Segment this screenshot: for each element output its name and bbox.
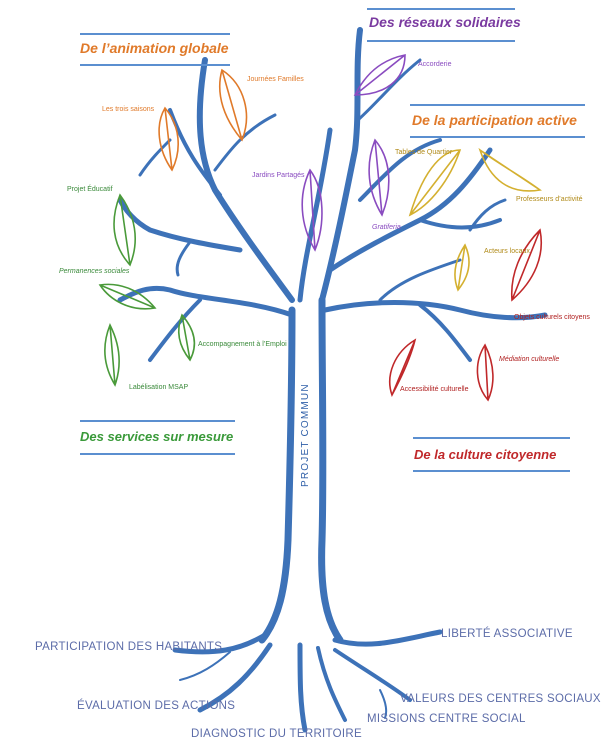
root-liberte-associative: LIBERTÉ ASSOCIATIVE <box>441 628 573 640</box>
label-projet-educatif: Projet Éducatif <box>67 186 113 193</box>
root-diagnostic-territoire: DIAGNOSTIC DU TERRITOIRE <box>191 728 362 740</box>
leaf-red-2 <box>388 338 417 397</box>
label-accompagnement-emploi: Accompagnement à l’Emploi <box>198 341 287 348</box>
root-mid <box>297 642 308 733</box>
label-gratiferia: Gratiferia <box>372 224 401 231</box>
root-missions-centre: MISSIONS CENTRE SOCIAL <box>367 713 526 725</box>
root-fine-1 <box>179 651 231 681</box>
root-participation-habitants: PARTICIPATION DES HABITANTS <box>35 641 223 653</box>
branch-right-main <box>319 27 363 303</box>
branch-left-mid-2 <box>175 240 192 277</box>
section-services-sur-mesure: Des services sur mesure <box>80 429 234 444</box>
label-accessibilite-culturelle: Accessibilité culturelle <box>400 386 469 393</box>
section-reseaux-solidaires: Des réseaux solidaires <box>369 14 521 30</box>
label-jardins-partages: Jardins Partagés <box>252 172 305 179</box>
root-fine-2 <box>379 689 388 719</box>
label-permanences-sociales: Permanences sociales <box>59 268 130 275</box>
leaf-orange-2 <box>158 106 179 172</box>
reseaux-rule-top <box>367 8 515 10</box>
root-mid-2 <box>316 646 347 722</box>
branch-left-mid <box>117 197 243 253</box>
leaf-red-1 <box>510 228 543 302</box>
label-tables-quartier: Tables de Quartier <box>395 149 453 156</box>
label-objets-culturels: Objets culturels citoyens <box>514 314 590 321</box>
label-mediation-culturelle: Médiation culturelle <box>499 356 560 363</box>
branch-left-low <box>117 285 295 318</box>
leaf-green-3 <box>104 323 120 387</box>
services-rule-top <box>80 420 235 422</box>
participation-rule-bottom <box>410 136 585 138</box>
leaf-green-4 <box>177 313 196 362</box>
leaf-green-2 <box>98 283 157 310</box>
root-left-2 <box>197 642 273 713</box>
label-journees-familles: Journées Familles <box>247 76 304 83</box>
leaf-purple-1 <box>353 54 406 96</box>
section-animation-globale: De l’animation globale <box>80 40 229 56</box>
branch-right-low-2 <box>418 303 472 362</box>
leaf-orange-1 <box>218 68 248 142</box>
leaf-gold-2 <box>478 147 542 192</box>
trunk <box>258 306 296 644</box>
label-professeurs: Professeurs d’activité <box>516 196 583 203</box>
section-culture-citoyenne: De la culture citoyenne <box>414 447 557 462</box>
branch-right-twig-2 <box>468 198 507 232</box>
label-accorderie: Accorderie <box>418 61 452 68</box>
root-right-2 <box>333 648 412 702</box>
leaf-purple-2 <box>301 168 323 252</box>
label-labelisation-msap: Labélisation MSAP <box>129 384 189 391</box>
trunk-right-edge <box>318 296 344 644</box>
branch-left-main <box>196 57 295 303</box>
branch-right-mid-2 <box>418 218 502 230</box>
culture-rule-top <box>413 437 570 439</box>
leaf-purple-3 <box>368 138 390 217</box>
animation-rule-top <box>80 33 230 35</box>
branch-left-low-2 <box>148 298 202 362</box>
leaf-gold-1 <box>408 149 462 217</box>
label-acteurs-locaux: Acteurs locaux <box>484 248 530 255</box>
culture-rule-bottom <box>413 470 570 472</box>
leaf-gold-3 <box>454 243 470 292</box>
branch-right-low-3 <box>378 258 462 302</box>
participation-rule-top <box>410 104 585 106</box>
branch-right-twig-1 <box>356 58 422 122</box>
root-evaluation-actions: ÉVALUATION DES ACTIONS <box>77 700 236 712</box>
leaf-green-1 <box>113 193 136 267</box>
root-valeurs-centres: VALEURS DES CENTRES SOCIAUX <box>400 693 601 705</box>
branch-right-upper <box>358 138 442 202</box>
branch-left-twig <box>213 113 277 172</box>
services-rule-bottom <box>80 453 235 455</box>
reseaux-rule-bottom <box>367 40 515 42</box>
root-right <box>332 629 443 647</box>
label-trois-saisons: Les trois saisons <box>102 106 155 113</box>
animation-rule-bottom <box>80 64 230 66</box>
root-left <box>172 632 268 655</box>
branch-right-low <box>322 300 548 321</box>
trunk-label: PROJET COMMUN <box>300 383 311 487</box>
section-participation-active: De la participation active <box>412 112 577 128</box>
leaf-red-3 <box>476 343 494 402</box>
branch-left-upper <box>168 108 222 197</box>
branch-left-twig-2 <box>138 138 172 177</box>
